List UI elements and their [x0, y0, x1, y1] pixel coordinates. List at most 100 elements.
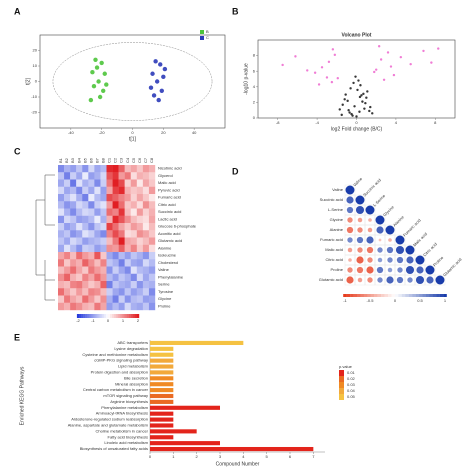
corr-dot	[355, 195, 365, 205]
color-scale	[85, 314, 88, 318]
bar	[150, 435, 174, 440]
heat-cell	[136, 273, 144, 282]
point	[344, 93, 347, 96]
heat-cell	[58, 223, 65, 231]
heat-cell	[142, 179, 150, 187]
heat-cell	[106, 281, 113, 289]
panel-label: C	[14, 146, 21, 156]
diag-label: Citric acid	[422, 242, 438, 258]
point	[338, 108, 341, 111]
color-scale	[122, 314, 125, 318]
column-label: C5	[131, 157, 136, 163]
row-label: Phenylalanine	[158, 274, 184, 279]
diag-label: Fumaric acid	[402, 218, 422, 238]
y-tick-label: Protein digestion and absorption	[91, 369, 148, 374]
heat-cell	[88, 259, 95, 267]
color-scale	[408, 294, 413, 297]
point	[347, 109, 350, 112]
corr-dot	[396, 276, 404, 284]
heat-cell	[94, 266, 101, 274]
heat-cell	[58, 201, 65, 209]
point	[101, 88, 106, 94]
heat-cell	[130, 302, 138, 311]
heat-cell	[58, 281, 65, 289]
row-label: Citric acid	[325, 257, 343, 262]
heat-cell	[118, 215, 125, 224]
heat-cell	[70, 186, 77, 195]
heat-cell	[82, 208, 89, 216]
heat-cell	[58, 266, 65, 274]
heat-cell	[142, 215, 150, 224]
heat-cell	[94, 252, 101, 260]
heat-cell	[76, 215, 83, 224]
corr-dot	[365, 205, 375, 215]
point	[353, 105, 356, 108]
x-tick-label: 5	[266, 454, 269, 459]
heat-cell	[70, 230, 77, 238]
heat-cell	[124, 288, 131, 296]
color-scale	[126, 314, 129, 318]
color-scale	[443, 294, 447, 297]
heat-cell	[142, 266, 150, 274]
row-label: Glutamic acid	[319, 277, 343, 282]
corr-dot	[347, 247, 353, 253]
point	[148, 85, 154, 90]
heat-cell	[70, 295, 77, 303]
heat-cell	[58, 288, 65, 296]
color-scale	[124, 314, 127, 318]
point	[422, 49, 425, 53]
row-label: Valine	[332, 187, 344, 192]
heat-cell	[148, 179, 156, 187]
heat-cell	[94, 201, 101, 209]
row-label: Malic acid	[158, 180, 176, 185]
row-label: Alanine	[158, 245, 172, 250]
heat-cell	[136, 201, 144, 209]
point	[320, 66, 324, 69]
point	[104, 82, 109, 87]
x-tick-label: -40	[68, 130, 75, 135]
heat-cell	[148, 302, 156, 311]
heat-cell	[148, 266, 156, 274]
color-scale	[370, 294, 375, 297]
legend-swatch	[200, 30, 204, 34]
heat-cell	[148, 194, 156, 202]
heat-cell	[148, 237, 156, 245]
corr-dot	[368, 218, 372, 222]
color-scale	[432, 294, 437, 297]
color-scale	[116, 314, 119, 318]
row-label: Tyrosine	[158, 289, 174, 294]
heat-cell	[136, 194, 144, 202]
heat-cell	[124, 244, 131, 253]
bar	[150, 382, 174, 387]
heat-cell	[118, 273, 125, 282]
heat-cell	[76, 230, 83, 238]
heat-cell	[118, 302, 125, 311]
point	[154, 79, 160, 84]
row-label: Isoleucine	[158, 253, 177, 258]
point	[327, 60, 331, 64]
heat-cell	[94, 194, 101, 202]
point	[386, 51, 390, 54]
heat-cell	[100, 252, 107, 260]
heat-cell	[130, 223, 138, 231]
color-scale	[439, 294, 444, 297]
heat-cell	[76, 252, 83, 260]
heat-cell	[136, 172, 144, 180]
bar	[150, 411, 174, 416]
heat-cell	[76, 302, 83, 311]
heat-cell	[148, 186, 156, 195]
point	[102, 71, 107, 76]
color-scale	[363, 294, 368, 297]
point	[306, 69, 309, 72]
heat-cell	[148, 201, 156, 209]
dendrogram	[35, 174, 55, 301]
heat-cell	[112, 237, 119, 245]
color-scale	[91, 314, 94, 318]
point	[358, 95, 362, 99]
column-label: C1	[107, 157, 112, 163]
heat-cell	[82, 288, 89, 296]
corr-dot	[406, 256, 414, 264]
heat-cell	[58, 179, 65, 187]
heat-cell	[136, 244, 144, 253]
scale-tick-label: -2	[76, 318, 80, 323]
